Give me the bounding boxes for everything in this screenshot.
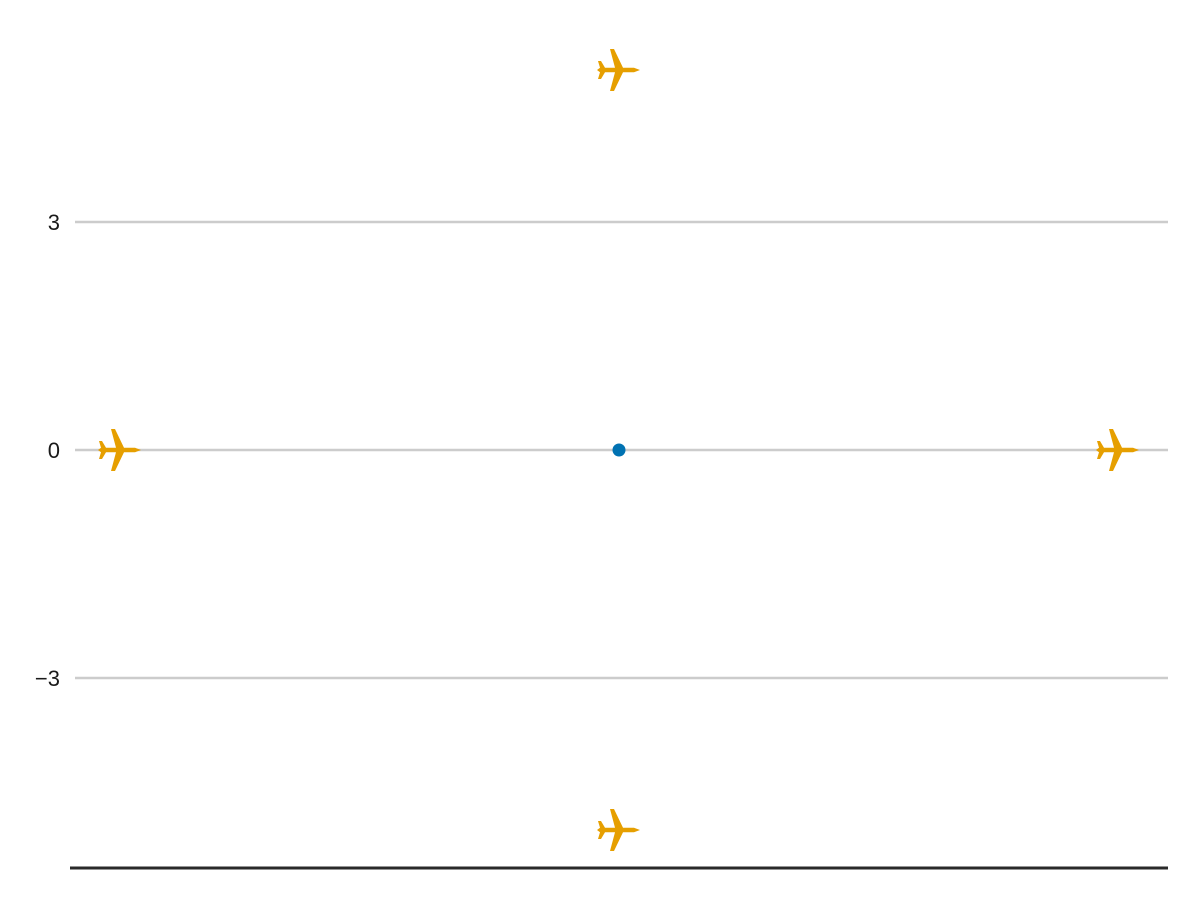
- data-point: [612, 443, 626, 457]
- airplane-icon: [1096, 429, 1139, 471]
- y-tick-label: 3: [48, 210, 60, 235]
- y-tick-labels: 3 0 −3: [35, 210, 60, 691]
- y-tick-label: 0: [48, 438, 60, 463]
- airplane-icon: [597, 809, 640, 851]
- airplane-icon: [98, 429, 141, 471]
- y-tick-label: −3: [35, 666, 60, 691]
- data-marks: [98, 49, 1139, 851]
- airplane-icon: [597, 49, 640, 91]
